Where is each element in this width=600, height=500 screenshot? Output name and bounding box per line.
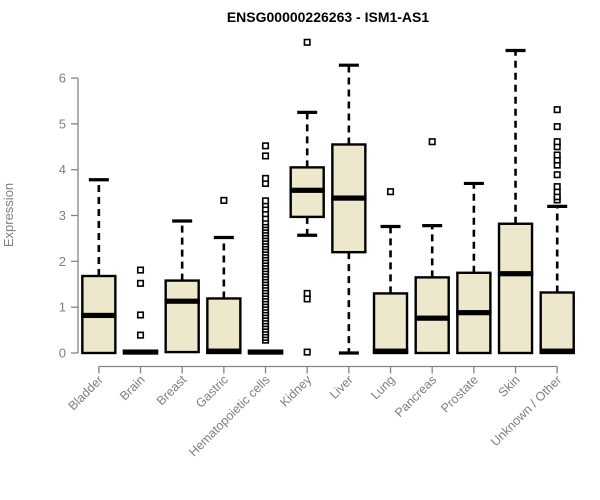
boxplot-lung [372, 188, 409, 355]
chart-title: ENSG00000226263 - ISM1-AS1 [227, 9, 430, 25]
y-tick-label: 4 [59, 162, 66, 177]
outlier-point [553, 106, 561, 114]
median-line [539, 348, 575, 354]
outlier-point [136, 311, 145, 319]
y-tick-label: 2 [59, 254, 66, 269]
x-tick-label: Lung [368, 373, 398, 403]
outlier-point [553, 171, 561, 179]
y-tick-label: 0 [59, 346, 66, 361]
outlier-point [136, 266, 145, 274]
x-tick-label: Liver [327, 373, 356, 402]
median-line [414, 315, 450, 321]
boxplot-pancreas [414, 138, 450, 355]
boxplot-brain [122, 266, 159, 355]
x-tick-label: Skin [496, 373, 523, 400]
x-tick-label: Unknown / Other [488, 373, 564, 449]
boxplot-breast [164, 219, 200, 354]
outlier-point [303, 295, 311, 303]
outlier-point [136, 331, 145, 339]
x-tick-label: Kidney [277, 372, 314, 409]
outlier-point [553, 151, 561, 159]
y-tick-label: 1 [59, 300, 66, 315]
boxplot-skin [497, 48, 534, 355]
outlier-point [428, 138, 436, 146]
box-rect [164, 279, 200, 354]
outlier-point [261, 152, 270, 160]
outlier-point [553, 183, 561, 191]
boxplot-prostate [456, 181, 492, 355]
axes: 0 1 2 3 4 5 6 Bladder Brain Breast GastricHematopo… [59, 71, 565, 460]
outlier-point [261, 142, 270, 150]
box-rect [539, 291, 575, 355]
x-tick-label: Prostate [438, 373, 481, 416]
outlier-point [553, 123, 561, 131]
median-line [206, 348, 242, 354]
median-line [164, 298, 200, 304]
x-tick-label: Brain [117, 373, 148, 404]
x-tick-label: Breast [154, 372, 190, 408]
boxplot-gastric [206, 196, 242, 355]
box-rect [414, 276, 450, 355]
outlier-point [220, 196, 228, 204]
box-rect [372, 292, 409, 355]
median-line [247, 349, 284, 355]
boxplot-unknown-other [539, 106, 575, 355]
x-tick-label: Hematopoietic cells [186, 373, 273, 460]
outlier-point [261, 197, 270, 205]
median-line [456, 310, 492, 316]
y-axis-title: Expression [1, 183, 16, 247]
median-line [81, 312, 117, 319]
boxplot-liver [331, 63, 367, 355]
box-rect [206, 297, 242, 355]
outlier-point [386, 188, 395, 196]
y-tick-label: 3 [59, 208, 66, 223]
median-line [122, 349, 159, 355]
box-rect [497, 222, 534, 355]
boxplot-bladder [81, 178, 117, 355]
y-tick-label: 5 [59, 116, 66, 131]
outlier-point [261, 174, 270, 182]
boxplot-kidney [289, 38, 325, 356]
plot-area [81, 38, 575, 356]
median-line [497, 271, 534, 277]
x-tick-label: Gastric [193, 373, 231, 411]
median-line [372, 348, 409, 354]
outlier-point [303, 38, 311, 46]
outlier-point [553, 138, 561, 146]
median-line [289, 187, 325, 193]
x-tick-label: Bladder [66, 373, 106, 413]
x-tick-label: Pancreas [392, 373, 439, 420]
y-tick-label: 6 [59, 71, 66, 86]
outlier-point [303, 289, 311, 297]
median-line [331, 195, 367, 201]
outlier-point [303, 348, 311, 356]
boxplot-hematopoietic-cells [247, 142, 284, 355]
outlier-point [136, 279, 145, 287]
